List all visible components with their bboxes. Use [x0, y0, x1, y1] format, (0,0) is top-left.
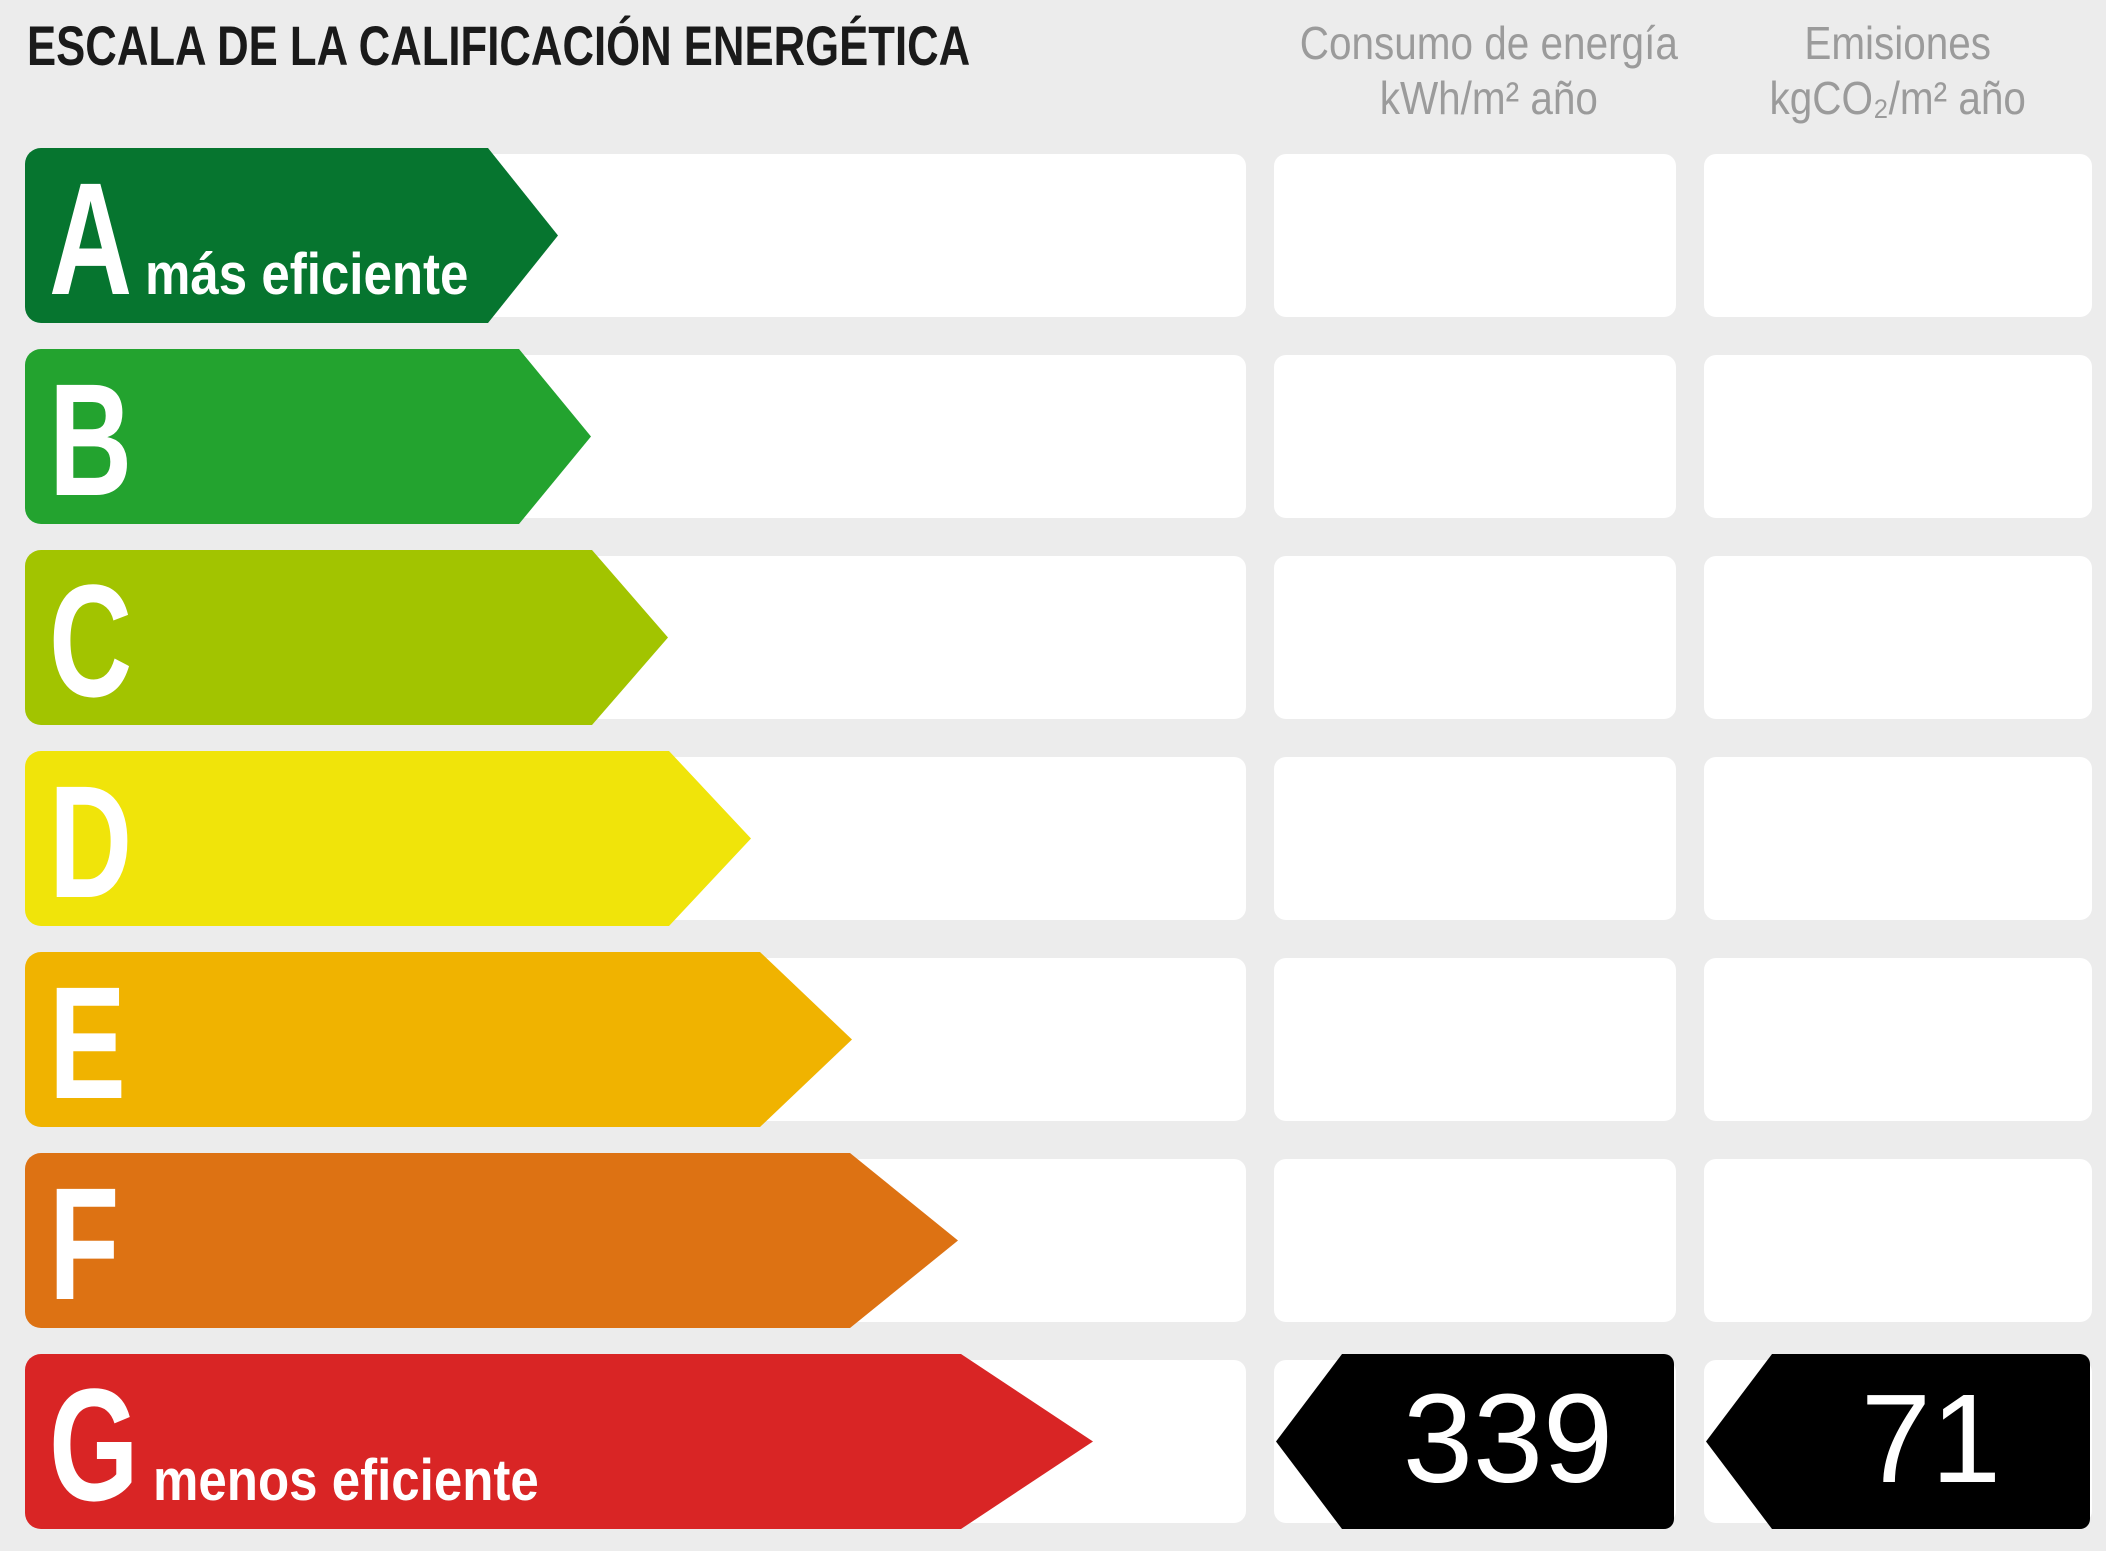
rating-bar-a: A más eficiente [25, 148, 558, 323]
emisiones-header-line2: kgCO₂/m² año [1769, 72, 2027, 124]
rating-bar-b: B [25, 349, 591, 524]
consumo-cell-f [1274, 1159, 1676, 1322]
rating-letter-d: D [49, 752, 133, 931]
note-least-efficient: menos eficiente [153, 1448, 540, 1513]
rating-letter-a: A [49, 149, 133, 328]
rating-bar-g: G menos eficiente [25, 1354, 1093, 1529]
emisiones-value: 71 [1860, 1367, 2002, 1509]
rating-bar-d: D [25, 751, 751, 926]
rating-row-a-scale-cell: A más eficiente [27, 154, 1246, 317]
rating-bar-e: E [25, 952, 852, 1127]
emisiones-cell-b [1704, 355, 2092, 518]
emisiones-cell-d [1704, 757, 2092, 920]
emisiones-cell-f [1704, 1159, 2092, 1322]
rating-letter-b: B [49, 350, 133, 529]
emisiones-header-line1: Emisiones [1804, 17, 1992, 69]
consumo-cell-e [1274, 958, 1676, 1121]
consumo-header-line1: Consumo de energía [1299, 17, 1678, 69]
emisiones-value-badge: 71 [1706, 1354, 2090, 1529]
consumo-cell-c [1274, 556, 1676, 719]
rating-row-d-scale-cell: D [27, 757, 1246, 920]
rating-letter-g: G [49, 1355, 139, 1534]
rating-bar-f: F [25, 1153, 958, 1328]
rating-letter-e: E [49, 953, 126, 1132]
consumo-header-line2: kWh/m² año [1379, 72, 1598, 124]
note-most-efficient: más eficiente [144, 242, 468, 307]
header-title-cell: ESCALA DE LA CALIFICACIÓN ENERGÉTICA [27, 0, 1246, 116]
page-title: ESCALA DE LA CALIFICACIÓN ENERGÉTICA [27, 14, 971, 77]
emisiones-cell-a [1704, 154, 2092, 317]
rating-row-b-scale-cell: B [27, 355, 1246, 518]
rating-letter-f: F [49, 1154, 120, 1333]
rating-bar-c: C [25, 550, 668, 725]
rating-row-g-scale-cell: G menos eficiente [27, 1360, 1246, 1523]
consumo-value-badge: 339 [1276, 1354, 1674, 1529]
rating-row-e-scale-cell: E [27, 958, 1246, 1121]
consumo-value: 339 [1402, 1367, 1614, 1509]
rating-row-c-scale-cell: C [27, 556, 1246, 719]
consumo-cell-b [1274, 355, 1676, 518]
emisiones-cell-c [1704, 556, 2092, 719]
consumo-column-header: Consumo de energía kWh/m² año [1274, 0, 1678, 124]
emisiones-column-header: Emisiones kgCO₂/m² año [1704, 0, 2092, 124]
rating-row-f-scale-cell: F [27, 1159, 1246, 1322]
consumo-cell-g: 339 [1274, 1354, 1676, 1529]
rating-letter-c: C [49, 551, 133, 730]
consumo-cell-a [1274, 154, 1676, 317]
emisiones-cell-g: 71 [1704, 1354, 2092, 1529]
consumo-cell-d [1274, 757, 1676, 920]
emisiones-cell-e [1704, 958, 2092, 1121]
